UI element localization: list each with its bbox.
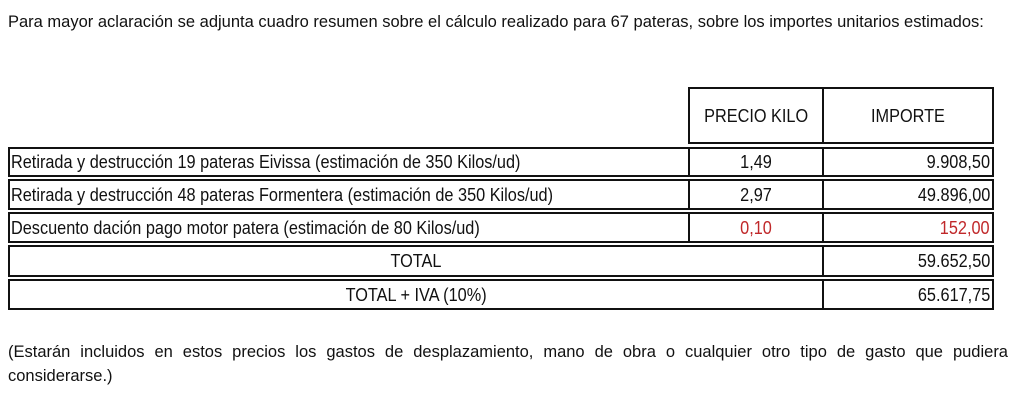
header-amount: IMPORTE — [822, 87, 994, 144]
total-label: TOTAL — [8, 245, 824, 277]
total-amount-text: 59.652,50 — [917, 250, 990, 271]
total-iva-label: TOTAL + IVA (10%) — [8, 279, 824, 310]
row-price-text: 1,49 — [740, 151, 772, 172]
total-iva-amount: 65.617,75 — [822, 279, 994, 310]
row-description: Descuento dación pago motor patera (esti… — [8, 212, 690, 243]
row-description-text: Descuento dación pago motor patera (esti… — [11, 216, 480, 238]
row-price-text: 2,97 — [740, 183, 772, 205]
row-description: Retirada y destrucción 48 pateras Formen… — [8, 179, 690, 210]
intro-paragraph: Para mayor aclaración se adjunta cuadro … — [8, 13, 984, 31]
row-amount: 9.908,50 — [822, 147, 994, 177]
row-description-text: Retirada y destrucción 19 pateras Eiviss… — [11, 151, 521, 172]
row-amount-text: 152,00 — [940, 216, 990, 238]
total-label-text: TOTAL — [390, 250, 442, 271]
total-iva-label-text: TOTAL + IVA (10%) — [345, 283, 487, 305]
header-price-label: PRECIO KILO — [703, 104, 809, 126]
note-paragraph: (Estarán incluidos en estos precios los … — [8, 343, 1008, 385]
row-price: 1,49 — [688, 147, 824, 177]
row-amount: 152,00 — [822, 212, 994, 243]
row-price: 2,97 — [688, 179, 824, 210]
total-amount: 59.652,50 — [822, 245, 994, 277]
header-price: PRECIO KILO — [688, 87, 824, 144]
row-price-text: 0,10 — [740, 216, 772, 238]
row-amount: 49.896,00 — [822, 179, 994, 210]
header-amount-label: IMPORTE — [871, 104, 945, 126]
row-amount-text: 49.896,00 — [917, 183, 990, 205]
row-amount-text: 9.908,50 — [926, 151, 990, 172]
row-description-text: Retirada y destrucción 48 pateras Formen… — [11, 183, 554, 205]
row-description: Retirada y destrucción 19 pateras Eiviss… — [8, 147, 690, 177]
total-iva-amount-text: 65.617,75 — [917, 283, 990, 305]
row-price: 0,10 — [688, 212, 824, 243]
